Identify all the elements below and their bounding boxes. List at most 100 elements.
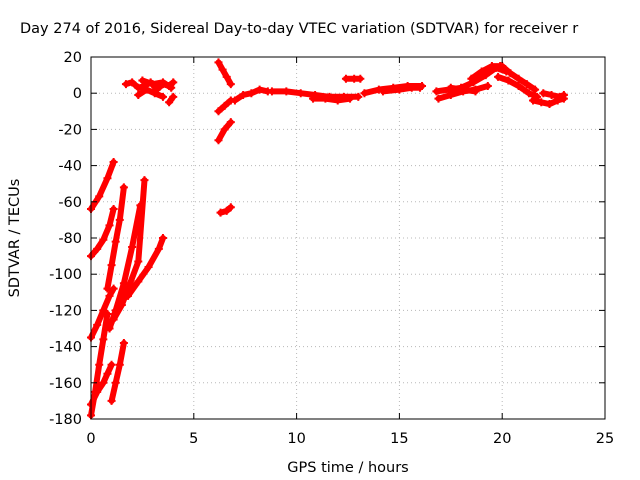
- y-tick-label: -60: [58, 195, 82, 211]
- data-point: [165, 98, 174, 107]
- data-point: [99, 378, 108, 387]
- data-point: [134, 277, 143, 286]
- data-point: [134, 91, 143, 100]
- y-tick-label: -40: [58, 159, 82, 175]
- data-series: [309, 94, 355, 105]
- data-point: [93, 244, 102, 253]
- data-point: [105, 324, 114, 333]
- data-point: [346, 94, 355, 103]
- data-point: [128, 243, 137, 252]
- data-point: [477, 67, 486, 76]
- data-point: [109, 157, 118, 166]
- data-point: [446, 83, 455, 92]
- data-point: [341, 74, 350, 83]
- data-point: [105, 291, 114, 300]
- data-point: [267, 87, 276, 96]
- data-point: [514, 81, 523, 90]
- data-series: [214, 96, 235, 116]
- data-point: [529, 96, 538, 105]
- data-point: [487, 62, 496, 71]
- data-point: [99, 335, 108, 344]
- data-point: [471, 87, 480, 96]
- data-series: [498, 62, 540, 94]
- data-point: [247, 89, 256, 98]
- data-point: [321, 94, 330, 103]
- data-point: [109, 315, 118, 324]
- y-tick-label: -20: [58, 122, 82, 138]
- data-point: [154, 244, 163, 253]
- data-point: [226, 203, 235, 212]
- series-trace: [108, 340, 127, 404]
- data-point: [226, 80, 235, 89]
- data-point: [128, 78, 137, 87]
- data-point: [255, 85, 264, 94]
- data-point: [230, 96, 239, 105]
- data-series: [494, 72, 542, 101]
- data-point: [547, 91, 556, 100]
- x-tick-label: 20: [493, 431, 511, 447]
- data-point: [239, 91, 248, 100]
- x-tick-label: 25: [596, 431, 614, 447]
- x-tick-label: 10: [287, 431, 305, 447]
- data-point: [103, 174, 112, 183]
- chart-title: Day 274 of 2016, Sidereal Day-to-day VTE…: [20, 21, 578, 37]
- data-point: [142, 85, 151, 94]
- data-point: [220, 125, 229, 134]
- data-point: [214, 58, 223, 67]
- data-point: [494, 72, 503, 81]
- data-point: [531, 85, 540, 94]
- data-point: [93, 320, 102, 329]
- data-point: [214, 107, 223, 116]
- data-point: [117, 300, 126, 309]
- data-point: [216, 208, 225, 217]
- data-series: [134, 85, 167, 101]
- y-tick-label: -140: [49, 340, 82, 356]
- data-point: [140, 176, 149, 185]
- data-point: [498, 62, 507, 71]
- data-point: [545, 100, 554, 109]
- data-point: [504, 76, 513, 85]
- data-series: [230, 85, 272, 105]
- data-series: [341, 74, 365, 83]
- data-points: [87, 58, 568, 420]
- data-series: [539, 89, 568, 101]
- data-point: [459, 85, 468, 94]
- data-point: [514, 74, 523, 83]
- data-point: [354, 92, 363, 101]
- data-series: [214, 58, 235, 89]
- data-point: [158, 78, 167, 87]
- data-series: [87, 157, 118, 214]
- y-tick-label: -120: [49, 303, 82, 319]
- data-point: [107, 360, 116, 369]
- data-point: [95, 192, 104, 201]
- data-point: [150, 89, 159, 98]
- data-point: [467, 74, 476, 83]
- data-series: [109, 176, 149, 324]
- data-point: [111, 378, 120, 387]
- data-point: [115, 215, 124, 224]
- data-point: [559, 91, 568, 100]
- data-point: [356, 74, 365, 83]
- data-point: [105, 221, 114, 230]
- data-point: [158, 92, 167, 101]
- data-point: [119, 183, 128, 192]
- data-point: [103, 284, 112, 293]
- data-point: [107, 261, 116, 270]
- series-trace: [310, 95, 354, 104]
- series-trace: [139, 77, 175, 91]
- data-point: [99, 306, 108, 315]
- grid-lines: [91, 57, 605, 419]
- data-point: [434, 94, 443, 103]
- series-trace: [380, 84, 423, 95]
- data-point: [169, 78, 178, 87]
- data-series: [216, 203, 235, 217]
- data-point: [226, 118, 235, 127]
- data-series: [103, 183, 128, 293]
- x-axis-ticks: 0 5 10 15 20 25: [86, 57, 614, 447]
- data-point: [107, 396, 116, 405]
- data-point: [103, 310, 112, 319]
- data-point: [333, 96, 342, 105]
- data-series: [214, 118, 235, 145]
- data-point: [124, 291, 133, 300]
